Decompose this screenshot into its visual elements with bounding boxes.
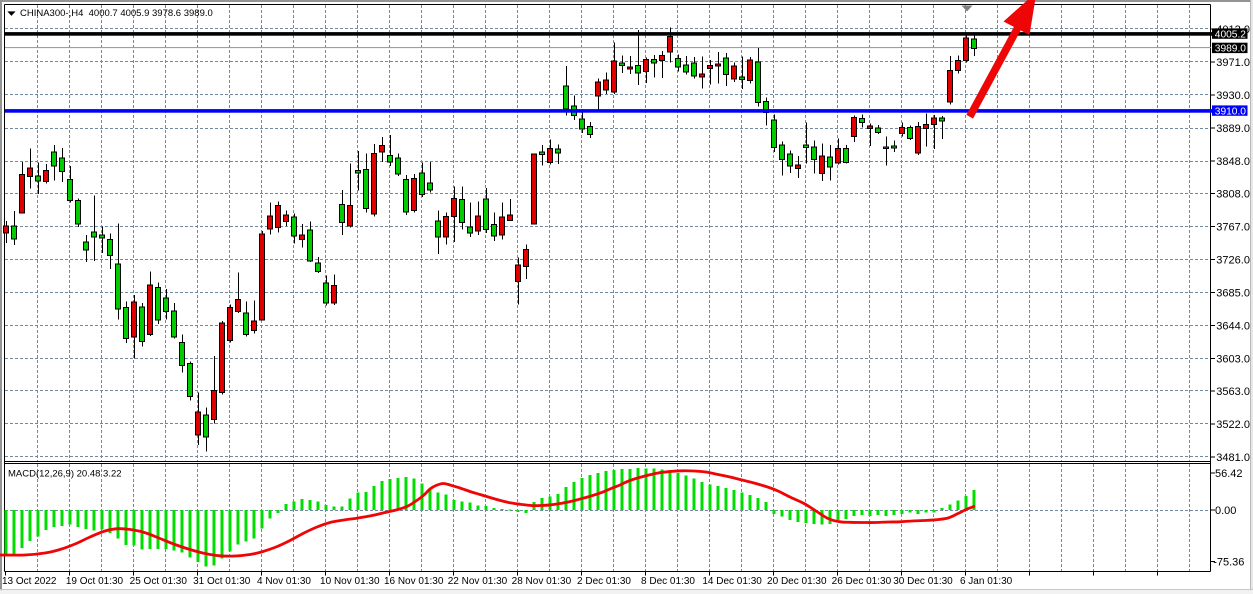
svg-text:3971.0: 3971.0 — [1216, 57, 1250, 69]
svg-text:16 Nov 01:30: 16 Nov 01:30 — [384, 576, 444, 587]
svg-text:3889.0: 3889.0 — [1216, 123, 1250, 135]
svg-text:56.42: 56.42 — [1215, 468, 1243, 480]
svg-text:0.00: 0.00 — [1215, 505, 1236, 517]
svg-text:30 Dec 01:30: 30 Dec 01:30 — [893, 576, 953, 587]
svg-text:6 Jan 01:30: 6 Jan 01:30 — [960, 576, 1013, 587]
svg-text:3522.0: 3522.0 — [1216, 419, 1250, 431]
svg-text:3767.0: 3767.0 — [1216, 221, 1250, 233]
svg-text:26 Dec 01:30: 26 Dec 01:30 — [832, 576, 892, 587]
svg-text:3685.0: 3685.0 — [1216, 288, 1250, 300]
svg-text:25 Oct 01:30: 25 Oct 01:30 — [130, 576, 188, 587]
svg-text:3644.0: 3644.0 — [1216, 321, 1250, 333]
svg-text:2 Dec 01:30: 2 Dec 01:30 — [577, 576, 631, 587]
svg-text:14 Dec 01:30: 14 Dec 01:30 — [702, 576, 762, 587]
svg-text:13 Oct 2022: 13 Oct 2022 — [2, 576, 57, 587]
svg-text:3726.0: 3726.0 — [1216, 254, 1250, 266]
svg-text:4005.2: 4005.2 — [1215, 29, 1246, 40]
svg-text:4 Nov 01:30: 4 Nov 01:30 — [257, 576, 311, 587]
svg-text:MACD(12,26,9) 20.48 3.22: MACD(12,26,9) 20.48 3.22 — [8, 469, 122, 480]
svg-text:3808.0: 3808.0 — [1216, 188, 1250, 200]
svg-text:3481.0: 3481.0 — [1216, 452, 1250, 464]
svg-text:28 Nov 01:30: 28 Nov 01:30 — [512, 576, 572, 587]
svg-text:3930.0: 3930.0 — [1216, 90, 1250, 102]
svg-text:3603.0: 3603.0 — [1216, 354, 1250, 366]
svg-text:3910.0: 3910.0 — [1215, 106, 1246, 117]
svg-text:8 Dec 01:30: 8 Dec 01:30 — [641, 576, 695, 587]
svg-text:22 Nov 01:30: 22 Nov 01:30 — [448, 576, 508, 587]
svg-text:31 Oct 01:30: 31 Oct 01:30 — [193, 576, 251, 587]
svg-text:-75.36: -75.36 — [1213, 557, 1244, 569]
svg-text:3848.0: 3848.0 — [1216, 156, 1250, 168]
svg-text:3563.0: 3563.0 — [1216, 386, 1250, 398]
svg-text:CHINA300-,H4 4000.7 4005.9 39: CHINA300-,H4 4000.7 4005.9 3978.6 3989.0 — [20, 8, 213, 19]
svg-text:19 Oct 01:30: 19 Oct 01:30 — [66, 576, 124, 587]
svg-text:10 Nov 01:30: 10 Nov 01:30 — [320, 576, 380, 587]
svg-text:3989.0: 3989.0 — [1215, 44, 1246, 55]
svg-text:20 Dec 01:30: 20 Dec 01:30 — [767, 576, 827, 587]
